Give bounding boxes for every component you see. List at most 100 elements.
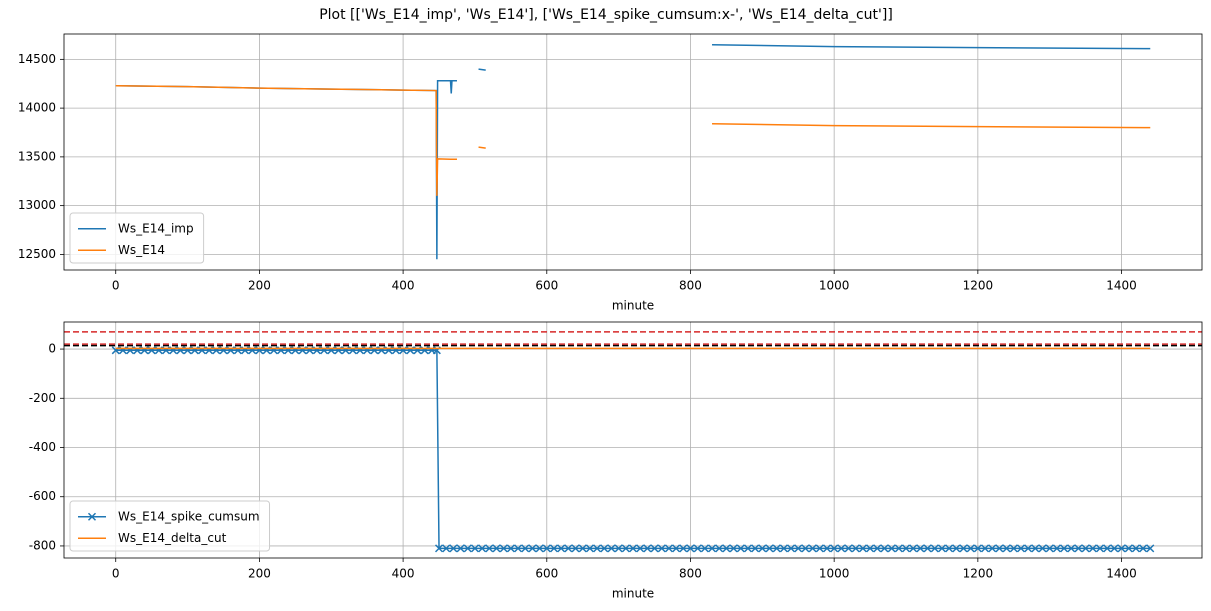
series-line bbox=[115, 349, 1151, 550]
marker bbox=[449, 544, 458, 553]
y-tick-label: 12500 bbox=[18, 247, 56, 261]
marker bbox=[614, 544, 623, 553]
marker bbox=[463, 544, 472, 553]
axes-frame bbox=[63, 321, 1203, 559]
marker bbox=[1016, 544, 1025, 553]
marker bbox=[707, 544, 717, 553]
marker bbox=[808, 544, 817, 553]
x-tick-label: 1400 bbox=[1106, 279, 1137, 293]
marker bbox=[470, 544, 479, 553]
marker bbox=[456, 544, 465, 553]
marker bbox=[607, 544, 616, 553]
x-tick-label: 1200 bbox=[963, 279, 994, 293]
legend-marker bbox=[87, 512, 97, 521]
marker bbox=[1103, 544, 1112, 553]
y-tick-label: 14000 bbox=[18, 101, 56, 115]
x-tick-label: 1200 bbox=[963, 567, 994, 581]
marker bbox=[866, 544, 875, 553]
marker bbox=[564, 544, 573, 553]
marker bbox=[959, 544, 968, 553]
x-tick-label: 1000 bbox=[819, 567, 850, 581]
x-tick-label: 0 bbox=[112, 279, 120, 293]
marker bbox=[1117, 544, 1126, 553]
marker bbox=[664, 544, 673, 553]
marker bbox=[1052, 544, 1061, 553]
marker bbox=[593, 544, 602, 553]
marker bbox=[1031, 544, 1040, 553]
marker bbox=[743, 544, 752, 553]
marker bbox=[901, 544, 911, 553]
marker bbox=[542, 544, 551, 553]
marker bbox=[434, 544, 444, 553]
x-tick-label: 600 bbox=[535, 279, 558, 293]
marker bbox=[478, 544, 487, 553]
x-tick-label: 800 bbox=[679, 567, 702, 581]
y-tick-label: -800 bbox=[29, 538, 56, 552]
marker bbox=[628, 544, 638, 553]
marker bbox=[672, 544, 681, 553]
marker bbox=[822, 544, 832, 553]
y-tick-label: 0 bbox=[48, 342, 56, 356]
marker bbox=[557, 544, 566, 553]
marker bbox=[830, 544, 839, 553]
marker bbox=[693, 544, 702, 553]
marker bbox=[715, 544, 724, 553]
marker bbox=[880, 544, 889, 553]
y-tick-label: 13500 bbox=[18, 149, 56, 163]
marker bbox=[1045, 544, 1054, 553]
marker bbox=[995, 544, 1004, 553]
legend-frame bbox=[69, 500, 271, 552]
marker bbox=[549, 544, 559, 553]
legend-label: Ws_E14_imp bbox=[118, 221, 194, 235]
y-tick-label: 14500 bbox=[18, 52, 56, 66]
series-line bbox=[115, 84, 1151, 196]
x-tick-label: 0 bbox=[112, 567, 120, 581]
marker bbox=[909, 544, 918, 553]
marker bbox=[578, 544, 587, 553]
marker bbox=[772, 544, 781, 553]
legend-label: Ws_E14 bbox=[118, 243, 165, 257]
marker bbox=[894, 544, 903, 553]
marker bbox=[643, 544, 652, 553]
y-tick-label: 13000 bbox=[18, 198, 56, 212]
marker bbox=[499, 544, 508, 553]
marker bbox=[1002, 544, 1011, 553]
marker bbox=[1110, 544, 1119, 553]
marker bbox=[1038, 544, 1047, 553]
figure-title: Plot [['Ws_E14_imp', 'Ws_E14'], ['Ws_E14… bbox=[319, 7, 893, 23]
marker bbox=[485, 544, 494, 553]
marker bbox=[528, 544, 537, 553]
marker bbox=[442, 544, 451, 553]
marker bbox=[1060, 544, 1069, 553]
marker bbox=[1139, 544, 1148, 553]
marker bbox=[521, 544, 530, 553]
x-tick-label: 1000 bbox=[819, 279, 850, 293]
marker bbox=[765, 544, 774, 553]
marker bbox=[930, 544, 939, 553]
marker bbox=[492, 544, 501, 553]
marker bbox=[988, 544, 997, 553]
marker bbox=[794, 544, 803, 553]
x-tick-label: 400 bbox=[392, 279, 415, 293]
marker bbox=[952, 544, 961, 553]
marker bbox=[722, 544, 731, 553]
marker bbox=[945, 544, 954, 553]
marker bbox=[844, 544, 853, 553]
legend: Ws_E14_spike_cumsum Ws_E14_delta_cut bbox=[69, 500, 271, 552]
marker bbox=[585, 544, 594, 553]
axes-frame bbox=[63, 33, 1203, 271]
marker bbox=[600, 544, 609, 553]
marker bbox=[506, 544, 515, 553]
x-tick-label: 200 bbox=[248, 279, 271, 293]
marker bbox=[815, 544, 824, 553]
marker bbox=[887, 544, 896, 553]
marker bbox=[937, 544, 946, 553]
marker bbox=[851, 544, 860, 553]
y-tick-label: -400 bbox=[29, 440, 56, 454]
marker bbox=[801, 544, 810, 553]
x-axis-label: minute bbox=[612, 299, 654, 313]
marker bbox=[636, 544, 645, 553]
marker bbox=[679, 544, 688, 553]
